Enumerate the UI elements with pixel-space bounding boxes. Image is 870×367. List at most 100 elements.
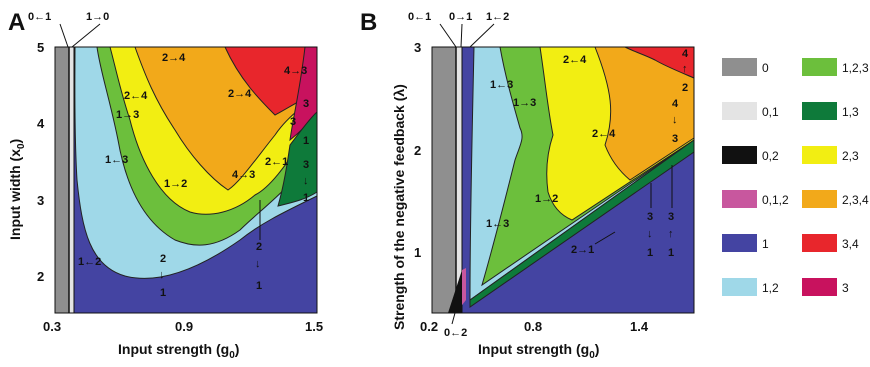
panel-b-top-label: 0←1 <box>408 11 431 23</box>
legend-swatch <box>802 102 837 120</box>
legend-swatch <box>802 190 837 208</box>
panel-b-region-label: 1←3 <box>490 79 513 91</box>
legend-swatch <box>722 278 757 296</box>
panel-b-region-2-3-4 <box>594 46 695 181</box>
legend-label: 0,2 <box>762 149 779 163</box>
panel-b-region-label: 3 <box>668 211 674 223</box>
panel-a-region-label: 3 <box>303 98 309 110</box>
legend-label: 0,1 <box>762 105 779 119</box>
panel-b-ytick: 2 <box>414 143 421 158</box>
panel-b-region-label: 1 <box>668 247 674 259</box>
panel-a-region-label: 1←3 <box>105 154 128 166</box>
panel-b-region-label: 2←4 <box>563 54 587 66</box>
legend-swatch <box>722 190 757 208</box>
legend-label: 1,2 <box>762 281 779 295</box>
panel-b-frame <box>431 46 695 314</box>
panel-a-ytick: 5 <box>37 40 44 55</box>
panel-a-region-label: ↓ <box>303 175 309 187</box>
panel-b-region-label: 1←3 <box>486 218 509 230</box>
legend-swatch <box>802 278 837 296</box>
panel-b-region-3-4 <box>624 46 695 79</box>
panel-b-region-label: ↑ <box>668 228 674 240</box>
legend-label: 3 <box>842 281 849 295</box>
legend-swatch <box>722 102 757 120</box>
panel-b-region-label: ↑ <box>682 63 688 75</box>
panel-a-region-label: 2 <box>160 253 166 265</box>
panel-b-region-0-2 <box>448 270 462 313</box>
panel-b-region-label: ↓ <box>672 114 678 126</box>
panel-a-ytick: 4 <box>37 116 45 131</box>
panel-b-top-label: 1←2 <box>486 11 509 23</box>
legend-swatch <box>802 58 837 76</box>
panel-a-region-label: 1→2 <box>164 178 187 190</box>
panel-a-region-1-3 <box>277 110 318 207</box>
panel-b-region-label: 4 <box>672 98 679 110</box>
panel-a-xtick: 1.5 <box>305 319 323 334</box>
panel-b-ytick: 1 <box>414 245 421 260</box>
panel-a-top-label: 1→0 <box>86 11 109 23</box>
panel-b-xtick: 0.2 <box>420 319 438 334</box>
panel-a-region-label: ↓ <box>159 269 165 281</box>
panel-b-bottom-label: 0←2 <box>444 327 467 339</box>
legend-swatch <box>802 146 837 164</box>
panel-a-xlabel: Input strength (g0) <box>118 341 239 361</box>
panel-a-region-label: 1 <box>160 287 166 299</box>
panel-b-region-label: 2 <box>682 82 688 94</box>
legend-swatch <box>722 146 757 164</box>
legend-swatch <box>802 234 837 252</box>
panel-b-ylabel: Strength of the negative feedback (λ) <box>391 84 407 330</box>
panel-a-region-label: 1 <box>303 135 309 147</box>
panel-a-region-label: 1→3 <box>116 109 139 121</box>
panel-b-region-0 <box>432 47 456 313</box>
legend-label: 0,1,2 <box>762 193 789 207</box>
legend-label: 1,3 <box>842 105 859 119</box>
panel-a-ylabel: Input width (x0) <box>7 139 27 240</box>
panel-a-region-label: 2→4 <box>228 88 252 100</box>
legend-label: 2,3 <box>842 149 859 163</box>
legend-swatch <box>722 234 757 252</box>
panel-a-region-label: 4→3 <box>284 65 307 77</box>
panel-a-region-label: 2→4 <box>162 52 186 64</box>
panel-b-region-label: 3 <box>647 211 653 223</box>
panel-b: B 3 2 1 0.2 0.8 1.4 Inp <box>360 9 695 361</box>
panel-a-region-label: 4→3 <box>232 169 255 181</box>
legend-label: 3,4 <box>842 237 859 251</box>
panel-a-frame <box>54 46 318 314</box>
panel-b-region-label: 1 <box>647 247 653 259</box>
panel-b-top-label: 0→1 <box>449 11 472 23</box>
panel-a: A 5 4 3 2 0.3 0.9 1.5 Input s <box>7 9 323 361</box>
panel-a-xtick: 0.3 <box>43 319 61 334</box>
panel-a-region-label: 1←2 <box>78 256 101 268</box>
panel-b-region-label: 2←4 <box>592 128 616 140</box>
panel-a-region-label: 3 <box>303 159 309 171</box>
panel-b-region-label: ↓ <box>647 228 653 240</box>
legend-label: 1 <box>762 237 769 251</box>
panel-b-xtick: 1.4 <box>630 319 649 334</box>
panel-b-region-label: 2→1 <box>571 244 594 256</box>
panel-b-region-label: 1→3 <box>513 97 536 109</box>
panel-b-letter: B <box>360 9 377 36</box>
panel-b-region-0-1 <box>456 47 462 313</box>
panel-a-ytick: 2 <box>37 269 44 284</box>
legend-label: 0 <box>762 61 769 75</box>
panel-a-region-label: 1 <box>256 280 262 292</box>
panel-a-region-label: 3 <box>290 116 296 128</box>
legend-label: 2,3,4 <box>842 193 869 207</box>
panel-a-ytick: 3 <box>37 193 44 208</box>
legend: 0 0,1 0,2 0,1,2 1 1,2 1,2,3 1,3 2,3 2,3,… <box>722 58 869 296</box>
panel-a-region-label: 2 <box>256 241 262 253</box>
panel-b-region-0-1-2 <box>462 268 466 305</box>
panel-a-region-label: 2←1 <box>265 156 288 168</box>
panel-a-region-0-1 <box>69 47 74 313</box>
panel-a-region-label: 1 <box>303 192 309 204</box>
panel-a-xtick: 0.9 <box>175 319 193 334</box>
panel-b-region-label: 1→2 <box>535 193 558 205</box>
legend-label: 1,2,3 <box>842 61 869 75</box>
panel-a-region-0 <box>55 47 69 313</box>
legend-swatch <box>722 58 757 76</box>
panel-b-region-label: 4 <box>682 48 689 60</box>
panel-a-letter: A <box>8 9 25 36</box>
panel-b-ytick: 3 <box>414 40 421 55</box>
panel-b-xtick: 0.8 <box>524 319 542 334</box>
